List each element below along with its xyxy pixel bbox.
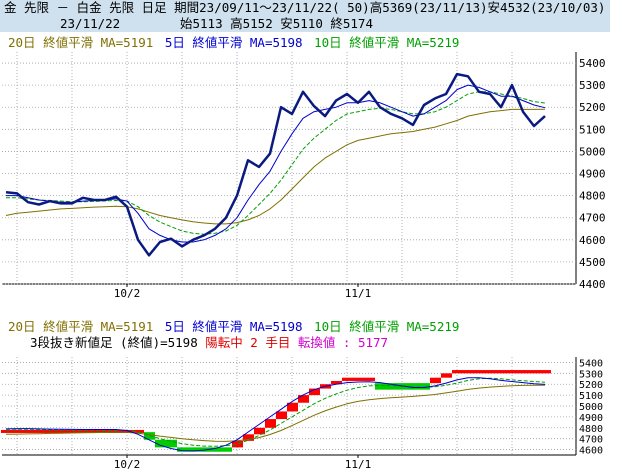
y-tick-label: 4900 [579, 168, 606, 181]
y-tick-label: 4600 [579, 446, 603, 457]
x-tick-label: 11/1 [345, 287, 372, 300]
up-brick [243, 434, 254, 441]
breakout-state: 陽転中 2 手目 [205, 335, 291, 350]
upper-legend-ma20: 20日 終値平滑 MA=5191 [8, 35, 154, 50]
lower-ma20-line [5, 384, 546, 442]
ma10-line [6, 91, 546, 235]
up-brick [452, 370, 551, 374]
upper-legend: 20日 終値平滑 MA=5191 5日 終値平滑 MA=5198 10日 終値平… [8, 35, 460, 50]
y-tick-label: 5100 [579, 123, 606, 136]
y-tick-label: 4800 [579, 190, 606, 203]
down-brick [155, 439, 177, 448]
up-brick [441, 373, 452, 378]
y-tick-label: 5300 [579, 79, 606, 92]
up-brick [276, 411, 287, 420]
x-tick-label: 10/2 [114, 458, 141, 471]
ohlc-values: 始5113 高5152 安5110 終5174 [180, 16, 373, 31]
y-tick-label: 5400 [579, 358, 603, 369]
lower-legend: 20日 終値平滑 MA=5191 5日 終値平滑 MA=5198 10日 終値平… [8, 319, 460, 334]
upper-legend-ma5: 5日 終値平滑 MA=5198 [164, 35, 303, 50]
chart-title: 金 先限 － 白金 先限 日足 期間23/09/11～23/11/22( 50)… [4, 0, 606, 15]
up-brick [232, 440, 243, 448]
ohlc-bar: 23/11/22 始5113 高5152 安5110 終5174 [0, 16, 610, 32]
ma5-line [6, 84, 546, 243]
current-date: 23/11/22 [60, 16, 121, 31]
upper-legend-ma10: 10日 終値平滑 MA=5219 [314, 35, 460, 50]
reversal-value: 転換値 : 5177 [297, 335, 389, 350]
lower-ma10-line [5, 377, 546, 447]
up-brick [287, 402, 298, 412]
y-tick-label: 5200 [579, 380, 603, 391]
up-brick [430, 377, 441, 384]
lower-legend-ma20: 20日 終値平滑 MA=5191 [8, 319, 154, 334]
x-tick-label: 10/2 [114, 287, 141, 300]
up-brick [1, 429, 144, 433]
up-brick [265, 419, 276, 428]
chart-title-bar: 金 先限 － 白金 先限 日足 期間23/09/11～23/11/22( 50)… [0, 0, 610, 16]
y-tick-label: 4500 [579, 256, 606, 269]
y-tick-label: 4900 [579, 413, 603, 424]
y-tick-label: 5200 [579, 101, 606, 114]
y-tick-label: 5100 [579, 391, 603, 402]
up-brick [342, 377, 375, 381]
close-price-line [5, 72, 546, 257]
ma20-line [5, 108, 546, 225]
x-tick-label: 11/1 [345, 458, 372, 471]
up-brick [309, 388, 320, 396]
lower-legend-ma10: 10日 終値平滑 MA=5219 [314, 319, 460, 334]
upper-price-chart: 4400 4500 4600 4700 4800 4900 5000 5100 5200 5300… [2, 52, 606, 300]
y-tick-label: 5000 [579, 402, 603, 413]
up-brick [254, 427, 265, 435]
y-tick-label: 4800 [579, 424, 603, 435]
breakout-label: 3段抜き新値足 (終値)=5198 [30, 335, 206, 350]
lower-ma5-line [5, 377, 546, 452]
up-brick [331, 380, 342, 385]
y-tick-label: 4700 [579, 212, 606, 225]
y-tick-label: 5400 [579, 57, 606, 70]
lower-legend-line2: 3段抜き新値足 (終値)=5198 陽転中 2 手目 転換値 : 5177 [30, 335, 389, 350]
y-tick-label: 4400 [579, 278, 606, 291]
y-tick-label: 5000 [579, 145, 606, 158]
lower-legend-ma5: 5日 終値平滑 MA=5198 [164, 319, 303, 334]
y-tick-label: 4700 [579, 435, 603, 446]
y-tick-label: 4600 [579, 234, 606, 247]
up-brick [298, 395, 309, 403]
y-tick-label: 5300 [579, 369, 603, 380]
